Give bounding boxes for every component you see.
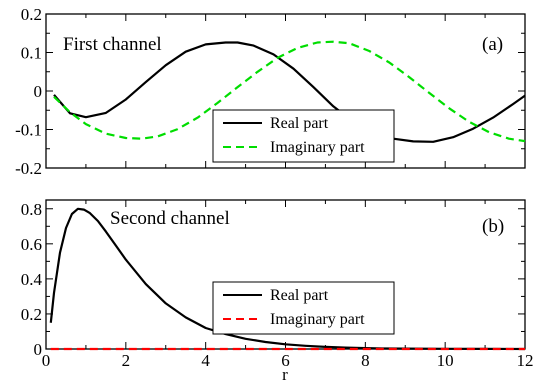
series-line-real-part <box>53 41 526 143</box>
annotation-first-channel: First channel <box>63 34 162 55</box>
y-tick-label: 0.8 <box>21 200 42 219</box>
x-tick-label: 8 <box>361 351 370 370</box>
x-tick-label: 10 <box>437 351 454 370</box>
series-layer <box>53 40 526 143</box>
y-ticks: -0.2 -0.1 0 0.1 0.2 <box>15 5 525 178</box>
legend-label-imaginary: Imaginary part <box>270 311 365 328</box>
x-tick-label: 0 <box>42 351 51 370</box>
x-tick-label: 6 <box>281 351 290 370</box>
legend-box <box>212 109 395 163</box>
x-axis-title: r <box>282 365 288 383</box>
y-tick-label: 0.6 <box>21 235 42 254</box>
y-tick-label: 0.2 <box>21 5 42 24</box>
y-tick-label: 0 <box>34 82 43 101</box>
panel-first-channel: -0.2 -0.1 0 0.1 0.2 (a) First channel Real p… <box>15 5 526 178</box>
x-tick-label: 12 <box>517 351 534 370</box>
legend-label-real: Real part <box>270 287 329 304</box>
legend-box <box>212 281 395 335</box>
y-tick-label: -0.1 <box>15 121 42 140</box>
legend-label-imaginary: Imaginary part <box>270 139 365 156</box>
x-ticks: 0 2 4 6 8 10 12 <box>42 200 534 370</box>
x-ticks <box>45 14 526 168</box>
panel-second-channel: 0 2 4 6 8 10 12 0 0.2 0.4 0.6 0.8 (b) Second chann… <box>21 199 534 383</box>
legend: Real part Imaginary part <box>212 109 395 163</box>
legend: Real part Imaginary part <box>212 281 395 335</box>
legend-label-real: Real part <box>270 115 329 132</box>
panel-label: (b) <box>482 216 504 237</box>
x-tick-label: 2 <box>122 351 131 370</box>
panel-label: (a) <box>482 34 503 55</box>
y-tick-label: 0.4 <box>21 270 43 289</box>
x-tick-label: 4 <box>201 351 210 370</box>
y-tick-label: -0.2 <box>15 159 42 178</box>
y-tick-label: 0 <box>34 340 43 359</box>
y-tick-label: 0.1 <box>21 44 42 63</box>
y-ticks: 0 0.2 0.4 0.6 0.8 <box>21 200 525 359</box>
annotation-second-channel: Second channel <box>110 208 230 229</box>
series-line-real-part <box>49 207 526 351</box>
series-layer <box>49 207 526 351</box>
y-tick-label: 0.2 <box>21 305 42 324</box>
